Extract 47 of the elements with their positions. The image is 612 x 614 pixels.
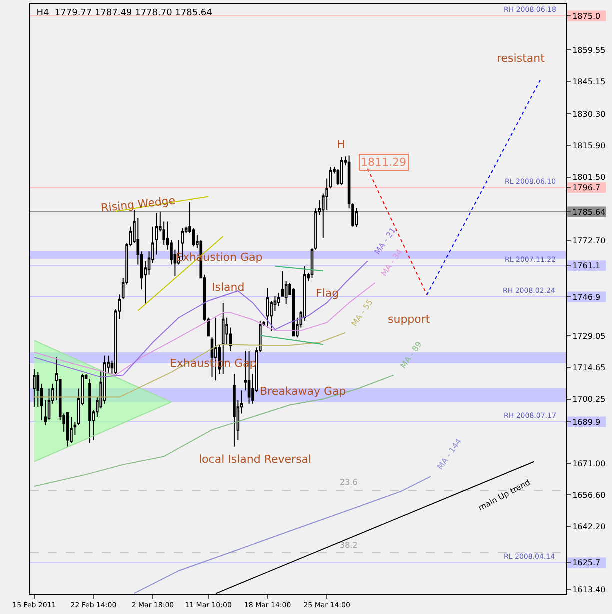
y-tick-label: 1845.15: [572, 77, 606, 86]
annotation: Rising Wedge: [100, 194, 176, 215]
annotation: H: [337, 138, 346, 151]
y-tick-label: 1714.65: [572, 364, 606, 373]
candlestick: [33, 368, 36, 408]
y-tick-label: 1700.25: [572, 395, 606, 404]
annotation: local Island Reversal: [199, 453, 312, 466]
y-tick-label: 1746.9: [572, 292, 601, 302]
candlestick: [340, 156, 344, 186]
candlestick: [66, 412, 70, 448]
y-tick-label: 1796.7: [572, 184, 601, 193]
y-tick-label: 1656.60: [572, 490, 606, 500]
y-tick-label: 1642.20: [572, 522, 606, 532]
y-tick-label: 1785.64: [572, 208, 606, 217]
y-tick-label: 1801.50: [572, 173, 606, 182]
y-tick-label: 1729.05: [572, 332, 606, 341]
candlestick: [233, 374, 236, 448]
annotation: support: [388, 313, 431, 326]
line-series: [34, 282, 376, 376]
candlestick: [266, 288, 270, 328]
y-tick-label: 1830.30: [572, 110, 606, 119]
annotation: 38.2: [340, 541, 358, 550]
y-tick-label: 1625.7: [572, 558, 601, 568]
annotation: 23.6: [340, 478, 358, 487]
candlestick: [355, 208, 358, 228]
candlestick: [329, 166, 332, 190]
y-tick-label: 1875.0: [572, 12, 601, 21]
annotation: 1811.29: [361, 156, 406, 169]
annotation: resistant: [497, 52, 546, 65]
y-tick-label: 1761.1: [572, 262, 601, 271]
candlestick: [48, 388, 51, 422]
y-tick-label: 1613.40: [572, 586, 606, 595]
text: MA - 21: [373, 226, 398, 256]
candlestick: [88, 378, 92, 444]
line-series: [34, 374, 394, 488]
line-series: [34, 332, 346, 398]
y-tick-label: 1671.00: [572, 459, 606, 468]
line-series: [134, 476, 432, 594]
text: MA - 55: [350, 298, 375, 328]
annotation: Island: [212, 281, 245, 294]
y-tick-label: 1859.55: [572, 46, 606, 55]
y-tick-label: 1815.90: [572, 141, 606, 150]
text: H4 1779.77 1787.49 1778.70 1785.64: [36, 8, 213, 19]
text: MA - 89: [398, 340, 424, 370]
annotation: Breakaway Gap: [260, 385, 346, 398]
y-tick-label: 1772.70: [572, 236, 606, 246]
y-tick-label: 1689.9: [572, 418, 601, 427]
